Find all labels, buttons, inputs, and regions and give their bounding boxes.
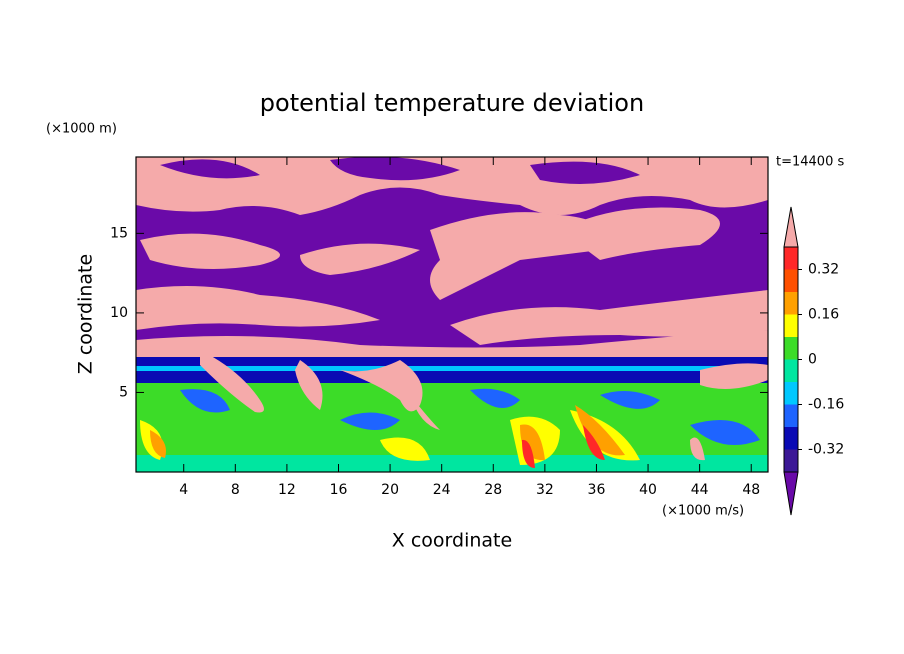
x-tick-label: 24 — [433, 482, 451, 498]
colorbar-band — [784, 359, 798, 382]
x-axis-title: X coordinate — [392, 530, 512, 552]
x-tick-label: 4 — [179, 482, 188, 498]
colorbar-band — [784, 449, 798, 472]
colorbar-extend-high — [783, 206, 799, 248]
x-tick-label: 44 — [691, 482, 709, 498]
colorbar-band — [784, 247, 798, 270]
x-tick-label: 28 — [484, 482, 502, 498]
colorbar-tick-label: -0.32 — [808, 442, 844, 458]
time-label: t=14400 s — [776, 155, 844, 170]
x-tick-label: 12 — [278, 482, 296, 498]
contour-region — [136, 455, 768, 472]
y-tick-label: 10 — [110, 305, 128, 321]
contour-region — [160, 157, 640, 184]
colorbar-band — [784, 292, 798, 315]
y-unit-label: (×1000 m) — [46, 122, 117, 137]
x-tick-label: 36 — [588, 482, 606, 498]
contour-region — [140, 410, 640, 465]
colorbar-tick-label: 0.16 — [808, 307, 839, 323]
x-tick-label: 32 — [536, 482, 554, 498]
colorbar-band — [784, 404, 798, 427]
y-tick-label: 5 — [119, 384, 128, 400]
colorbar-extend-low — [783, 471, 799, 516]
x-unit-label: (×1000 m/s) — [662, 504, 744, 519]
x-tick-label: 16 — [330, 482, 348, 498]
contour-region — [150, 405, 625, 461]
contour-region — [136, 330, 768, 360]
colorbar-tick-label: 0.32 — [808, 262, 839, 278]
y-tick-label: 15 — [110, 225, 128, 241]
colorbar-band — [784, 382, 798, 405]
contour-region — [180, 388, 760, 445]
colorbar-band — [784, 314, 798, 337]
colorbar-band — [784, 427, 798, 450]
plot-frame — [135, 156, 769, 473]
x-tick-label: 48 — [742, 482, 760, 498]
contour-region — [522, 425, 605, 468]
x-tick-label: 40 — [639, 482, 657, 498]
colorbar-tick-label: -0.16 — [808, 397, 844, 413]
chart-title: potential temperature deviation — [260, 89, 644, 117]
colorbar-tick-label: 0 — [808, 352, 817, 368]
colorbar-band — [784, 269, 798, 292]
colorbar-band — [784, 337, 798, 360]
contour-region — [136, 366, 768, 371]
contour-region — [140, 207, 720, 300]
contour-region — [136, 286, 768, 345]
x-tick-label: 8 — [231, 482, 240, 498]
x-tick-label: 20 — [381, 482, 399, 498]
contour-field — [136, 157, 768, 472]
y-axis-title: Z coordinate — [75, 254, 97, 374]
